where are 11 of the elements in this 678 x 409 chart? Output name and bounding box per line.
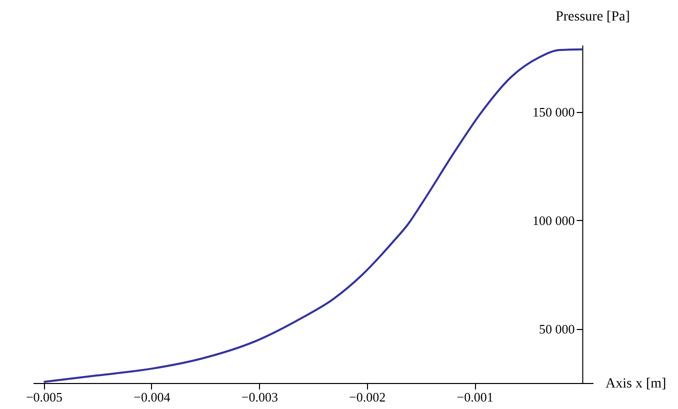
y-axis-title: Pressure [Pa]: [556, 10, 630, 24]
y-tick-label: 150 000: [532, 104, 575, 120]
line-series: [42, 48, 584, 383]
x-axis-title: Axis x [m]: [606, 376, 666, 392]
x-tick-label: −0.005: [26, 390, 63, 404]
y-tick-label: 100 000: [532, 213, 575, 228]
x-tick-label: −0.002: [349, 390, 386, 404]
x-tick-label: −0.004: [134, 390, 171, 404]
x-tick-label: −0.001: [456, 390, 494, 404]
x-tick-label: −0.003: [241, 390, 278, 404]
y-tick-label: 50 000: [538, 321, 575, 336]
